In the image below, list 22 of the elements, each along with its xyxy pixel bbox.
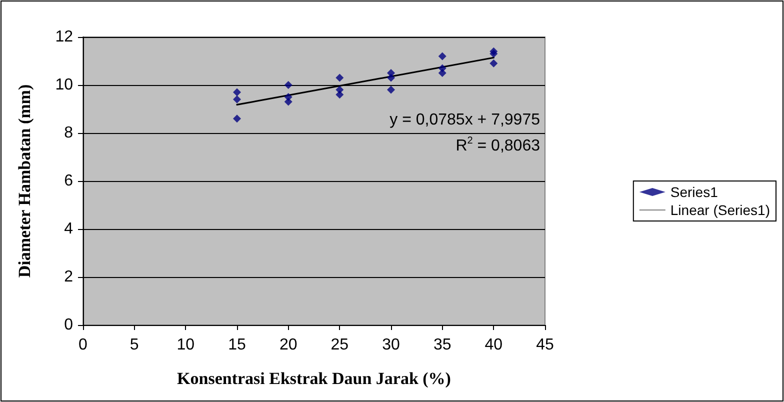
legend-label: Series1 <box>670 184 718 200</box>
x-tick-label: 20 <box>279 336 298 354</box>
y-tick-label: 0 <box>64 316 74 334</box>
x-tick-label: 25 <box>330 336 349 354</box>
y-tick-label: 12 <box>55 28 74 46</box>
y-tick-label: 6 <box>64 172 74 190</box>
y-tick-label: 10 <box>55 76 74 94</box>
x-tick-label: 45 <box>536 336 554 354</box>
x-tick-label: 5 <box>130 336 139 354</box>
legend-label: Linear (Series1) <box>670 202 770 218</box>
x-tick-label: 30 <box>382 336 400 354</box>
x-tick-label: 35 <box>433 336 452 354</box>
x-tick-label: 15 <box>228 336 246 354</box>
y-tick-label: 2 <box>64 268 74 286</box>
x-tick-label: 10 <box>176 336 195 354</box>
x-tick-label: 0 <box>78 336 88 354</box>
annotation: y = 0,0785x + 7,9975 <box>390 112 540 128</box>
y-axis-title: Diameter Hambatan (mm) <box>15 84 34 278</box>
x-tick-label: 40 <box>484 336 503 354</box>
x-axis-title: Konsentrasi Ekstrak Daun Jarak (%) <box>177 369 451 388</box>
y-tick-label: 4 <box>64 220 74 238</box>
y-tick-label: 8 <box>64 124 74 142</box>
